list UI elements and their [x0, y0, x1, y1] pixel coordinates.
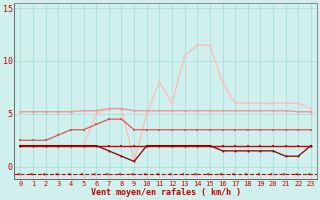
X-axis label: Vent moyen/en rafales ( km/h ): Vent moyen/en rafales ( km/h ) — [91, 188, 241, 197]
